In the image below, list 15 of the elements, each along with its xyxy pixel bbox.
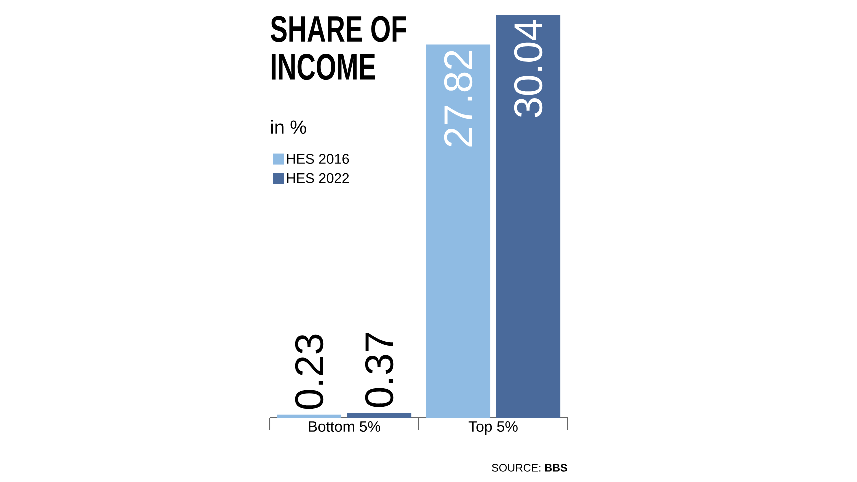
bar	[496, 14, 561, 418]
data-label: 30.04	[514, 20, 543, 118]
data-label: 0.23	[295, 334, 324, 410]
legend-label: HES 2022	[287, 173, 350, 184]
bar	[347, 413, 412, 418]
bar	[277, 414, 342, 418]
source-note: SOURCE: BBS	[492, 464, 568, 472]
data-label: 0.37	[365, 333, 394, 408]
bar	[426, 44, 491, 418]
data-label: 27.82	[444, 50, 473, 147]
legend-label: HES 2016	[287, 154, 350, 164]
x-tick-label: Bottom 5%	[309, 422, 380, 432]
chart-title: SHARE OF INCOME	[270, 16, 406, 80]
x-tick-label: Top 5%	[468, 422, 518, 435]
text: in %	[271, 120, 306, 134]
